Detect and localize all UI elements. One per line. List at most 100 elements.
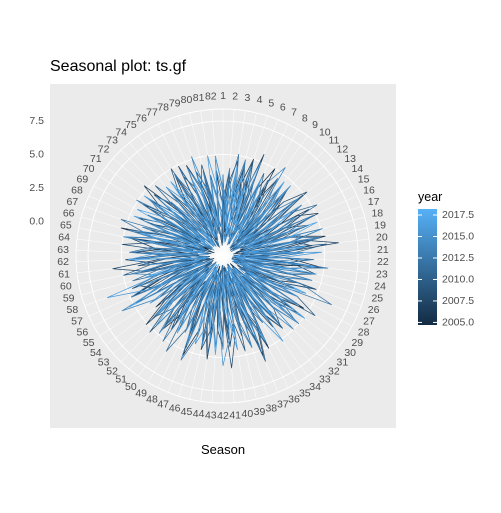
season-label: 48 (146, 393, 158, 405)
radial-tick-label: 5.0 (29, 148, 44, 160)
season-label: 52 (106, 365, 118, 377)
season-label: 55 (83, 337, 95, 349)
radial-tick-layer: 0.0 2.5 5.0 7.5 (29, 115, 44, 227)
radial-tick-label: 7.5 (29, 115, 44, 127)
season-label: 69 (77, 174, 89, 186)
season-label: 47 (157, 398, 169, 410)
legend-label: 2017.5 (442, 209, 474, 221)
season-label: 61 (58, 268, 70, 280)
season-label: 51 (115, 373, 127, 385)
season-label: 9 (312, 119, 318, 131)
season-label: 38 (265, 403, 277, 415)
season-label: 46 (169, 403, 181, 415)
season-label: 45 (181, 406, 193, 418)
radial-tick-label: 0.0 (29, 215, 44, 227)
season-label: 4 (257, 94, 263, 106)
season-label: 41 (229, 410, 241, 422)
season-label: 59 (63, 292, 75, 304)
season-label: 1 (220, 90, 226, 102)
season-label: 24 (374, 281, 386, 293)
season-label: 73 (106, 135, 118, 147)
season-label: 66 (63, 208, 75, 220)
legend-title: year (418, 190, 442, 204)
season-label: 77 (146, 107, 158, 119)
season-label: 6 (280, 102, 286, 114)
season-label: 70 (83, 163, 95, 175)
season-label: 34 (309, 381, 321, 393)
season-label: 33 (319, 373, 331, 385)
season-label: 64 (58, 232, 70, 244)
season-label: 36 (288, 393, 300, 405)
season-label: 21 (377, 244, 389, 256)
season-label: 72 (98, 144, 110, 156)
legend-label: 2007.5 (442, 295, 474, 307)
spoke-gridline (222, 135, 308, 257)
legend-label: 2005.0 (442, 316, 474, 328)
season-label: 8 (302, 113, 308, 125)
season-label: 7 (291, 107, 297, 119)
season-label: 32 (328, 365, 340, 377)
season-label: 82 (205, 91, 217, 103)
series-line-2017 (127, 155, 318, 355)
season-label: 60 (60, 281, 72, 293)
season-label: 25 (371, 292, 383, 304)
radial-tick-label: 2.5 (29, 182, 44, 194)
season-label: 23 (376, 268, 388, 280)
season-label: 22 (377, 256, 389, 268)
season-label: 2 (232, 91, 238, 103)
season-label: 30 (344, 347, 356, 359)
season-label: 43 (205, 410, 217, 422)
season-label: 62 (57, 256, 69, 268)
season-label: 56 (77, 326, 89, 338)
season-label: 80 (181, 94, 193, 106)
season-label: 49 (135, 388, 147, 400)
season-label: 53 (98, 357, 110, 369)
season-label: 31 (337, 357, 349, 369)
season-label: 15 (358, 174, 370, 186)
season-label: 28 (358, 326, 370, 338)
legend-label: 2010.0 (442, 274, 474, 286)
season-label: 18 (371, 208, 383, 220)
chart-title: Seasonal plot: ts.gf (50, 58, 187, 75)
season-label: 27 (363, 316, 375, 328)
season-label: 29 (351, 337, 363, 349)
season-label: 10 (319, 127, 331, 139)
season-label: 68 (71, 185, 83, 197)
season-label: 13 (344, 153, 356, 165)
season-label: 57 (71, 316, 83, 328)
season-label: 20 (376, 232, 388, 244)
season-label: 40 (242, 408, 254, 420)
season-label: 26 (368, 304, 380, 316)
season-label: 17 (368, 196, 380, 208)
season-label: 50 (125, 381, 137, 393)
radial-gridline (120, 153, 326, 359)
season-label: 11 (328, 135, 339, 147)
season-label: 63 (57, 244, 69, 256)
season-label: 12 (337, 144, 349, 156)
season-label: 42 (217, 410, 229, 422)
season-label: 35 (299, 388, 311, 400)
season-label: 44 (193, 408, 205, 420)
season-label: 37 (277, 398, 289, 410)
legend-colorbar (418, 209, 437, 325)
season-label: 67 (67, 196, 79, 208)
season-label: 74 (115, 127, 127, 139)
legend: year 2005.0 2007.5 2010.0 2012.5 2015.0 2017.… (418, 190, 474, 328)
season-label: 19 (374, 220, 386, 232)
legend-label: 2015.0 (442, 231, 474, 243)
season-label: 76 (135, 113, 147, 125)
radial-gridline (87, 120, 359, 392)
season-label: 54 (90, 347, 102, 359)
season-label: 65 (60, 220, 72, 232)
season-label: 81 (193, 92, 205, 104)
outer-gridline (75, 108, 371, 404)
series-line-2018 (222, 177, 242, 243)
legend-label: 2012.5 (442, 252, 474, 264)
season-label: 5 (268, 98, 274, 110)
season-label: 78 (157, 102, 169, 114)
season-label: 71 (90, 153, 102, 165)
season-label: 58 (67, 304, 79, 316)
season-label: 3 (244, 92, 250, 104)
season-label: 16 (363, 185, 375, 197)
